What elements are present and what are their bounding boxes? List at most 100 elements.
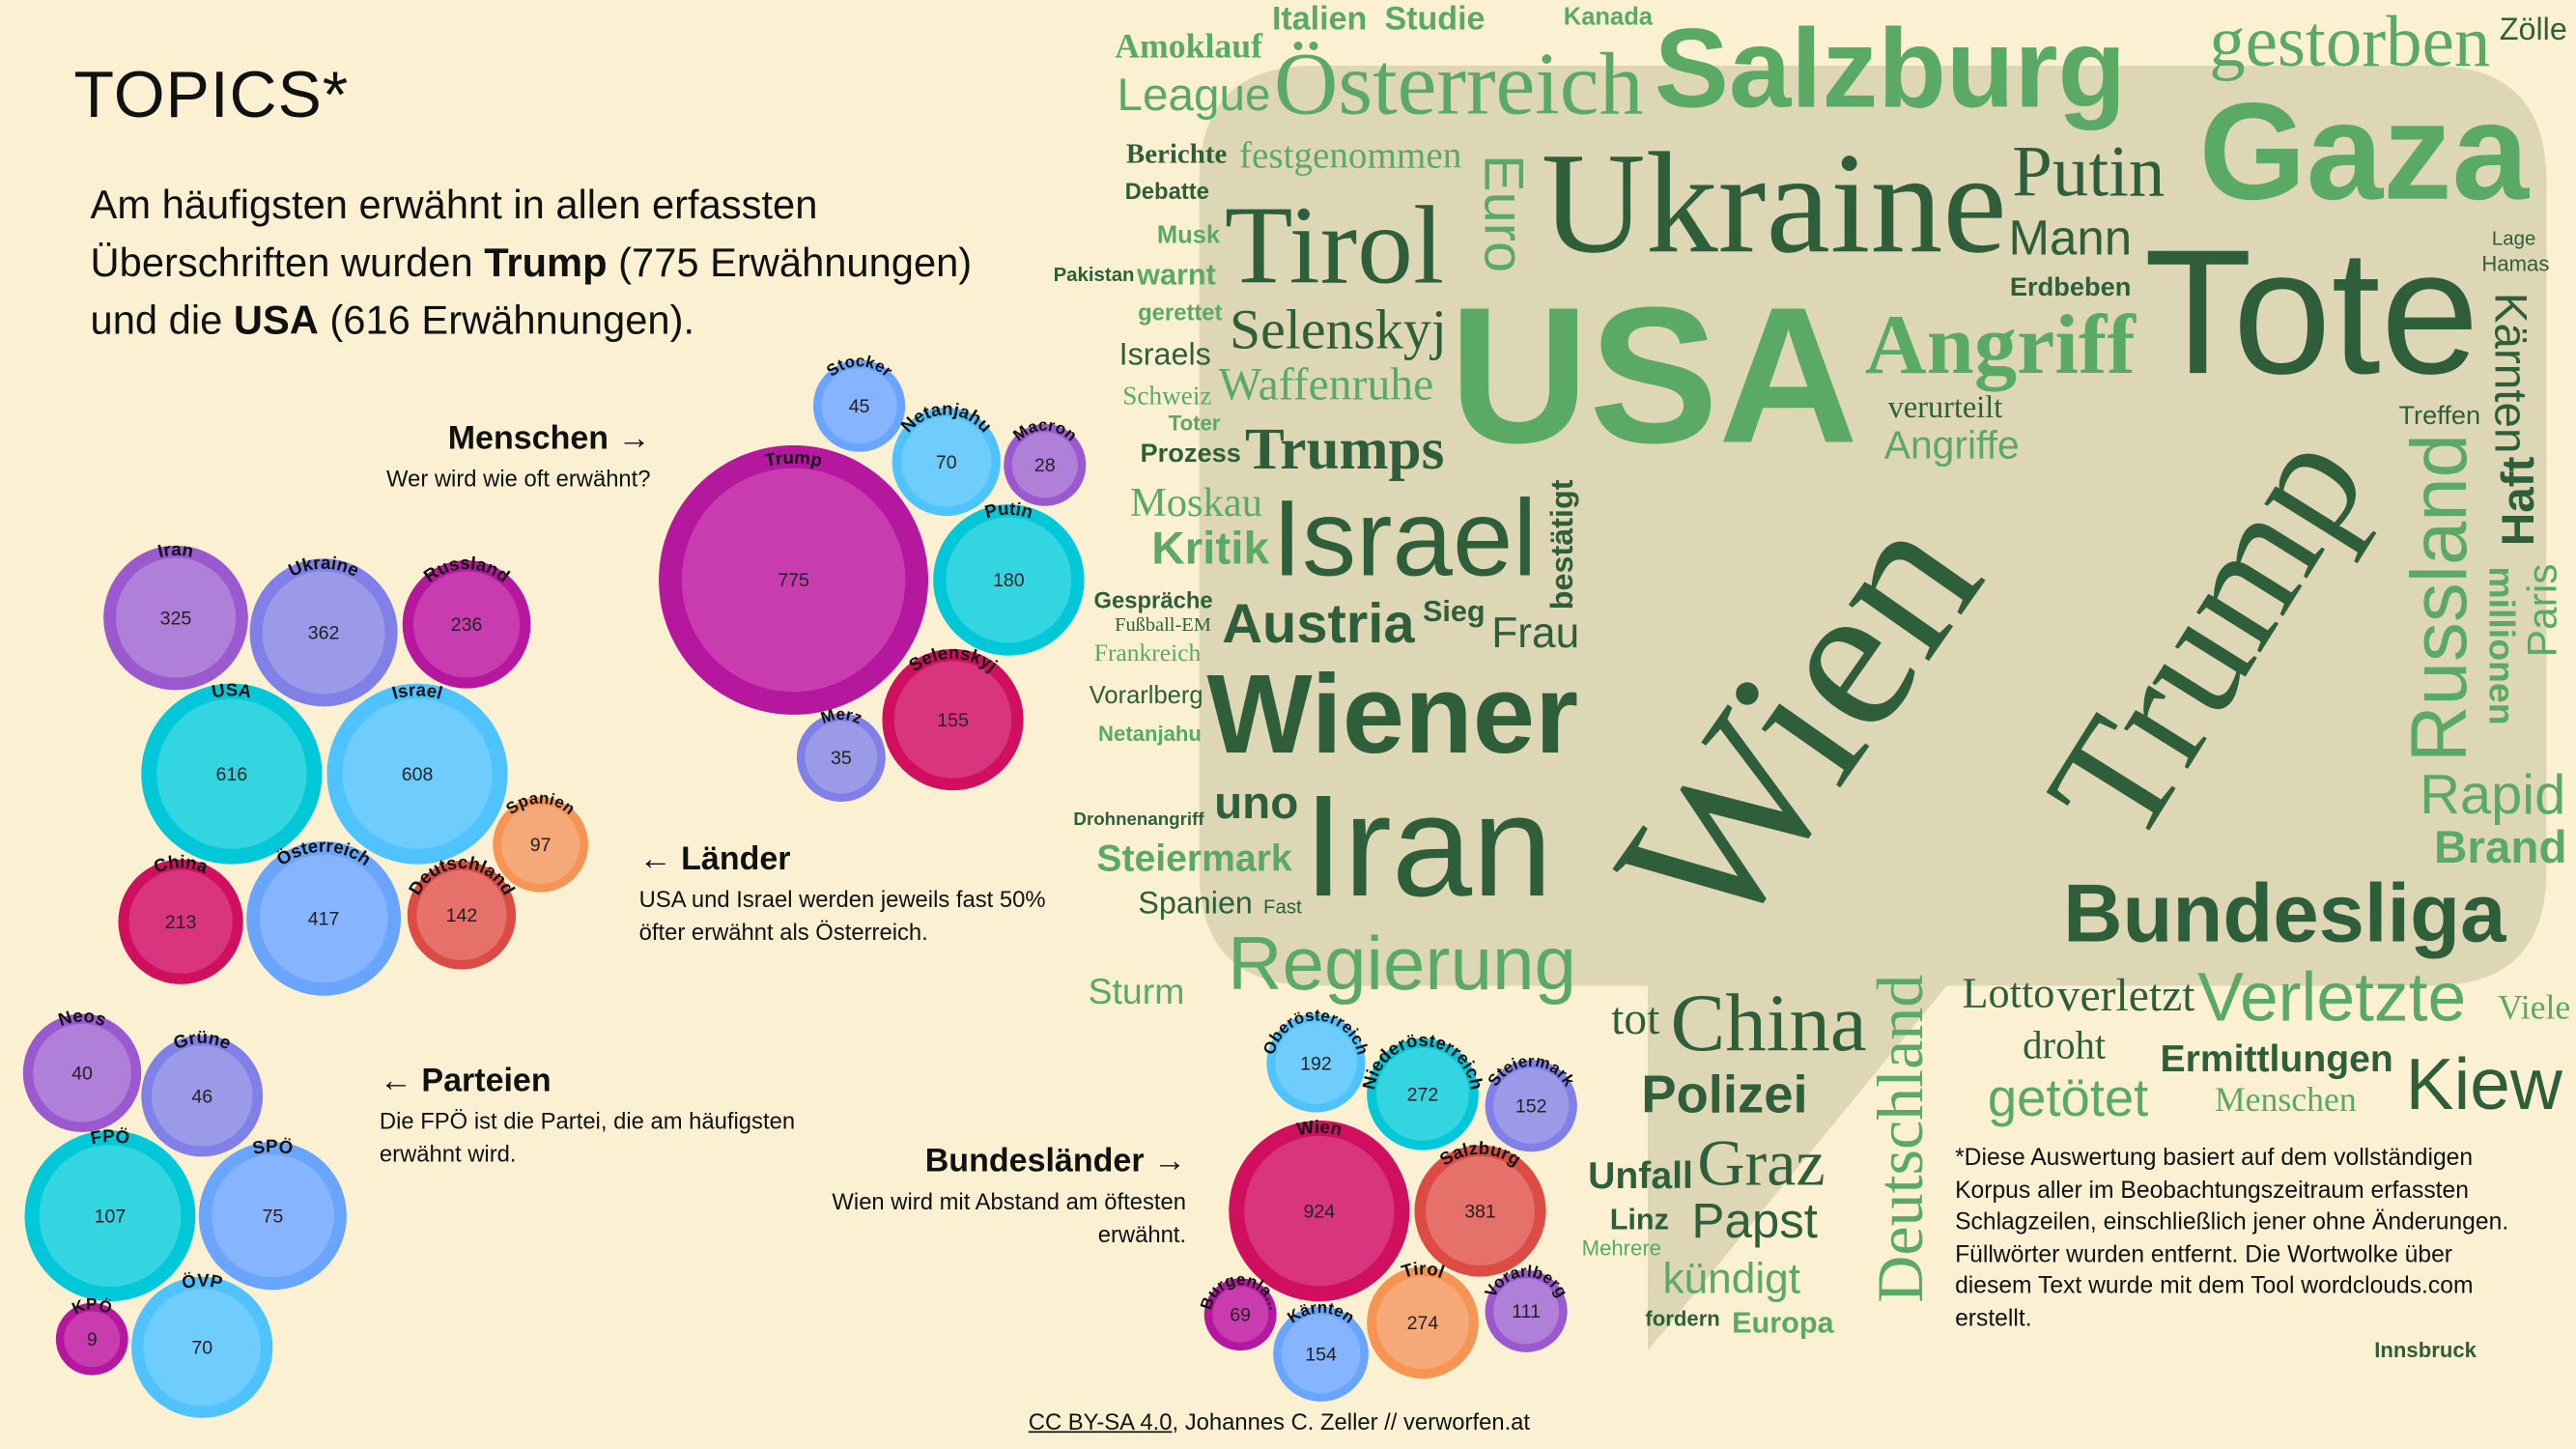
- word-cloud-word: Mehrere: [1581, 1236, 1662, 1262]
- bubble-label: Trump: [763, 447, 824, 470]
- bubble-value: 46: [191, 1086, 212, 1107]
- menschen-label: Menschen → Wer wird wie oft erwähnt?: [279, 420, 651, 495]
- word-cloud-word: Amoklauf: [1115, 26, 1263, 66]
- bubble-value: 608: [402, 764, 434, 785]
- bubble-inner: [500, 805, 580, 885]
- word-cloud-word: Rapid: [2420, 764, 2566, 827]
- bundeslaender-text-line: Wien wird mit Abstand am öftesten: [832, 1187, 1187, 1214]
- laender-label: ← Länder USA und Israel werden jeweils f…: [639, 841, 1046, 949]
- bubble: 924 Wien: [1229, 1117, 1410, 1302]
- word-cloud-word: Unfall: [1588, 1152, 1693, 1196]
- menschen-title: Menschen: [447, 420, 609, 457]
- word-cloud-word: Zölle: [2499, 12, 2567, 47]
- word-cloud-word: Bundesliga: [2063, 867, 2506, 960]
- bubble-label: SPÖ: [250, 1135, 295, 1158]
- intro-highlight-trump: Trump: [484, 242, 608, 286]
- word-cloud-word: uno: [1214, 778, 1299, 829]
- word-cloud-word: China: [1670, 976, 1867, 1069]
- intro-text-part: (775 Erwähnungen): [607, 242, 973, 286]
- word-cloud-word: Kanada: [1563, 2, 1653, 31]
- bubble-value: 154: [1305, 1344, 1337, 1365]
- word-cloud-word: Regierung: [1227, 920, 1577, 1006]
- bubble-label: Merz: [818, 705, 864, 727]
- bubble: 107 FPÖ: [24, 1125, 196, 1302]
- word-cloud-word: Spanien: [1138, 887, 1253, 923]
- bubble-value: 192: [1300, 1053, 1332, 1074]
- bubble-inner: [1244, 1135, 1395, 1287]
- bubble-value: 152: [1515, 1096, 1547, 1118]
- bubble-inner: [805, 721, 878, 794]
- bubble-value: 111: [1512, 1301, 1541, 1322]
- bubble-value: 274: [1407, 1313, 1439, 1334]
- intro-text-part: und die: [90, 298, 234, 344]
- bubble: 325 Iran: [103, 539, 248, 691]
- bubble-inner: [821, 368, 897, 444]
- intro-text-part: Überschriften wurden: [90, 242, 485, 286]
- word-cloud-word: verletzt: [2056, 970, 2195, 1022]
- license-link[interactable]: CC BY-SA 4.0: [1028, 1407, 1173, 1435]
- word-cloud-word: verurteilt: [1887, 390, 2003, 425]
- bubble-inner: [259, 854, 388, 983]
- word-cloud-word: Pakistan: [1053, 263, 1135, 287]
- word-cloud-word: Angriff: [1864, 299, 2136, 394]
- word-cloud-word: gerettet: [1138, 299, 1223, 327]
- word-cloud-word: Italien: [1271, 2, 1368, 39]
- parteien-title: Parteien: [421, 1063, 552, 1099]
- word-cloud-word: Tote: [2143, 213, 2479, 412]
- credit-line: CC BY-SA 4.0, Johannes C. Zeller // verw…: [1029, 1408, 1530, 1435]
- bubble-label: USA: [211, 679, 254, 701]
- bubble: 9 KPÖ: [55, 1295, 128, 1376]
- bubble-value: 775: [778, 570, 809, 591]
- word-cloud-word: Moskau: [1129, 481, 1263, 526]
- bubble-label: Wien: [1295, 1117, 1344, 1140]
- word-cloud-word: Salzburg: [1654, 7, 2127, 132]
- intro-text-part: (616 Erwähnungen).: [318, 298, 695, 344]
- bubble-value: 417: [308, 909, 340, 930]
- word-cloud-word: Hamas: [2481, 251, 2550, 276]
- word-cloud-word: Frau: [1491, 608, 1580, 658]
- word-cloud-word: Austria: [1222, 592, 1415, 656]
- bubble-value: 45: [849, 396, 870, 417]
- bubble-inner: [416, 869, 507, 960]
- word-cloud-word: Steiermark: [1096, 836, 1292, 880]
- bundeslaender-title-row: Bundesländer →: [690, 1144, 1186, 1181]
- word-cloud-word: Europa: [1732, 1307, 1834, 1341]
- word-cloud-word: Fußball-EM: [1115, 613, 1211, 637]
- word-cloud-word: Mann: [2008, 211, 2133, 266]
- bubble-label: KPÖ: [70, 1295, 115, 1319]
- bubble-value: 9: [87, 1329, 98, 1350]
- bubble-inner: [64, 1311, 121, 1368]
- bubble-inner: [128, 869, 233, 974]
- word-cloud-word: League: [1117, 68, 1271, 120]
- word-cloud-word: Putin: [2012, 130, 2166, 212]
- bubble-value: 75: [262, 1206, 283, 1227]
- word-cloud-word: kündigt: [1662, 1253, 1801, 1303]
- laender-title-row: ← Länder: [639, 841, 1046, 879]
- bubble-value: 213: [165, 912, 197, 933]
- word-cloud-word: Studie: [1384, 2, 1486, 39]
- footnote-line: Füllwörter wurden entfernt. Die Wortwolk…: [1955, 1241, 2453, 1268]
- bubble-inner: [143, 1289, 261, 1406]
- word-cloud-word: Ukraine: [1541, 124, 2007, 284]
- bubble: 608 Israel: [326, 679, 508, 865]
- word-cloud-word: Österreich: [1273, 34, 1644, 133]
- bubble-inner: [156, 698, 307, 849]
- word-cloud-word: Trumps: [1244, 414, 1445, 481]
